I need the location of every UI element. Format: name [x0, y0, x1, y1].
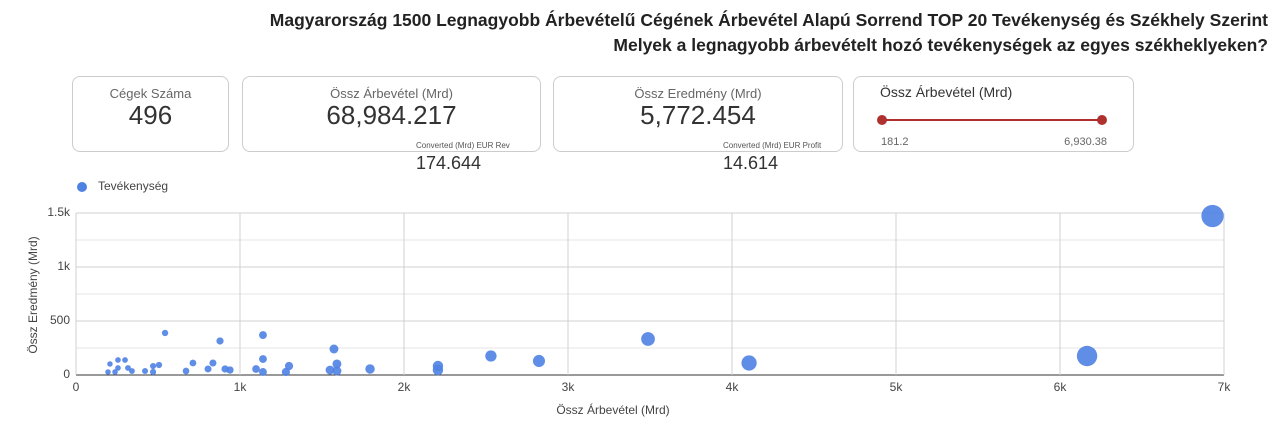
slider-label: Össz Árbevétel (Mrd): [880, 84, 1013, 100]
data-point: [485, 350, 497, 362]
kpi-sub-value: 14.614: [723, 153, 779, 173]
x-tick-label: 3k: [562, 380, 576, 394]
data-point: [432, 364, 444, 376]
data-point: [221, 365, 229, 373]
data-point: [259, 331, 267, 339]
kpi-label: Cégek Száma: [109, 86, 192, 101]
y-tick-label: 1k: [57, 259, 71, 273]
y-tick-label: 1.5k: [47, 205, 71, 219]
data-point: [155, 361, 163, 369]
kpi-value: 68,984.217: [326, 100, 457, 130]
kpi-card: Cégek Száma 496: [72, 76, 229, 152]
kpi-sub-label: Converted (Mrd) EUR Profit: [721, 139, 824, 150]
slider-max: 6,930.38: [1064, 136, 1107, 148]
x-tick-label: 6k: [1054, 380, 1068, 394]
y-tick-label: 0: [63, 367, 70, 381]
x-tick-label: 4k: [726, 380, 740, 394]
data-point: [115, 357, 121, 363]
data-point: [329, 344, 339, 354]
x-tick-label: 1k: [234, 380, 248, 394]
y-axis-title: Össz Eredmény (Mrd): [26, 236, 40, 353]
data-point: [284, 361, 294, 371]
legend-label: Tevékenység: [98, 179, 168, 193]
legend-marker: [77, 182, 87, 192]
slider-handle[interactable]: [877, 115, 887, 125]
data-point: [226, 366, 234, 374]
data-point: [365, 364, 375, 374]
data-point: [149, 362, 157, 370]
data-point: [189, 359, 197, 367]
data-point: [259, 368, 267, 376]
x-tick-label: 7k: [1218, 380, 1232, 394]
data-point: [259, 355, 267, 363]
data-point: [741, 355, 757, 371]
slider-track: [882, 119, 1103, 121]
data-point: [125, 365, 131, 371]
y-tick-label: 500: [50, 313, 70, 327]
slider-min: 181.2: [881, 136, 909, 148]
x-axis-title: Össz Árbevétel (Mrd): [556, 402, 669, 417]
data-point: [1201, 204, 1224, 228]
data-point: [115, 365, 121, 371]
data-point: [1076, 345, 1098, 367]
kpi-label: Össz Eredmény (Mrd): [634, 86, 762, 101]
data-point: [149, 368, 157, 376]
data-point: [252, 365, 260, 373]
x-tick-label: 0: [73, 380, 80, 394]
data-point: [532, 354, 546, 367]
data-point: [107, 361, 113, 367]
data-point: [641, 332, 655, 346]
data-point: [209, 359, 217, 367]
range-slider[interactable]: Össz Árbevétel (Mrd) 181.2 6,930.38: [853, 76, 1134, 152]
data-point: [161, 329, 169, 337]
kpi-sub-label: Converted (Mrd) EUR Rev: [414, 139, 512, 150]
data-point: [281, 367, 291, 377]
kpi-value: 5,772.454: [640, 100, 756, 130]
data-point: [332, 359, 342, 369]
data-point: [182, 367, 190, 375]
data-point: [325, 365, 335, 375]
data-point: [128, 368, 135, 374]
x-tick-label: 2k: [398, 380, 412, 394]
data-point: [112, 369, 118, 375]
data-point: [432, 360, 444, 372]
data-point: [105, 369, 111, 375]
slider-handle[interactable]: [1097, 115, 1107, 125]
kpi-label: Össz Árbevétel (Mrd): [330, 86, 453, 101]
data-point: [122, 357, 128, 363]
data-point: [332, 366, 342, 376]
title: Magyarország 1500 Legnagyobb Árbevételű …: [269, 10, 1268, 30]
subtitle: Melyek a legnagyobb árbevételt hozó tevé…: [613, 35, 1268, 55]
data-point: [204, 365, 212, 373]
data-point: [216, 337, 224, 345]
kpi-value: 496: [128, 100, 173, 130]
kpi-sub-value: 174.644: [416, 153, 482, 173]
x-tick-label: 5k: [890, 380, 904, 394]
kpi-card: Össz Árbevétel (Mrd) 68,984.217: [242, 76, 541, 152]
data-point: [142, 367, 149, 375]
